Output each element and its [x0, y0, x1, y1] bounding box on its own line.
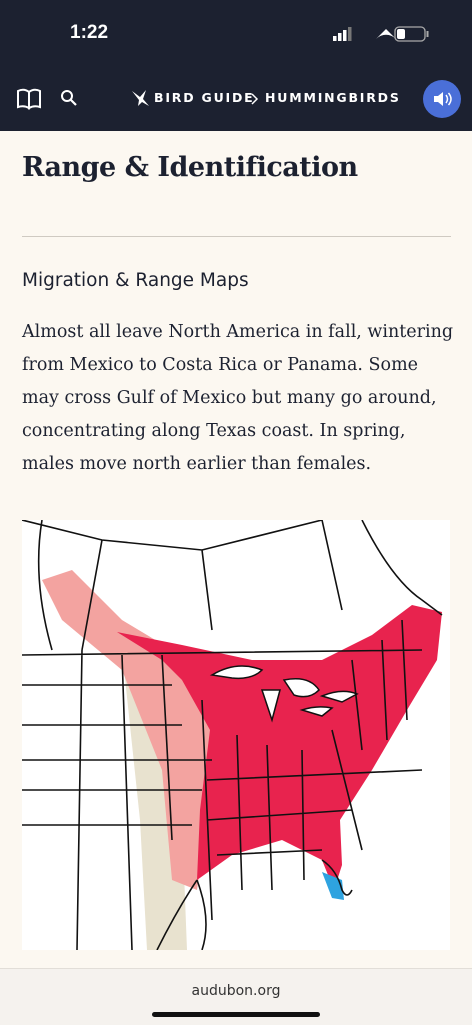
breadcrumb-separator: [251, 93, 259, 105]
header: 1:22 BIRD GUIDE HUMMINGBIRDS: [0, 0, 472, 131]
url[interactable]: audubon.org: [191, 983, 281, 999]
status-icons: [333, 26, 429, 42]
status-time: 1:22: [70, 22, 109, 43]
paragraph: Almost all leave North America in fall, …: [22, 322, 454, 474]
nav-icons[interactable]: [16, 86, 86, 112]
home-indicator: [152, 1012, 320, 1017]
page-title: Range & Identification: [22, 152, 358, 183]
breadcrumb-current: HUMMINGBIRDS: [265, 90, 401, 105]
divider: [22, 236, 451, 237]
section-heading: Migration & Range Maps: [22, 270, 249, 291]
browser-bar: audubon.org: [0, 968, 472, 1025]
logo: [132, 90, 149, 106]
breadcrumb-link[interactable]: BIRD GUIDE: [154, 90, 255, 105]
range-map: [22, 520, 450, 950]
audio-button[interactable]: [422, 79, 462, 119]
